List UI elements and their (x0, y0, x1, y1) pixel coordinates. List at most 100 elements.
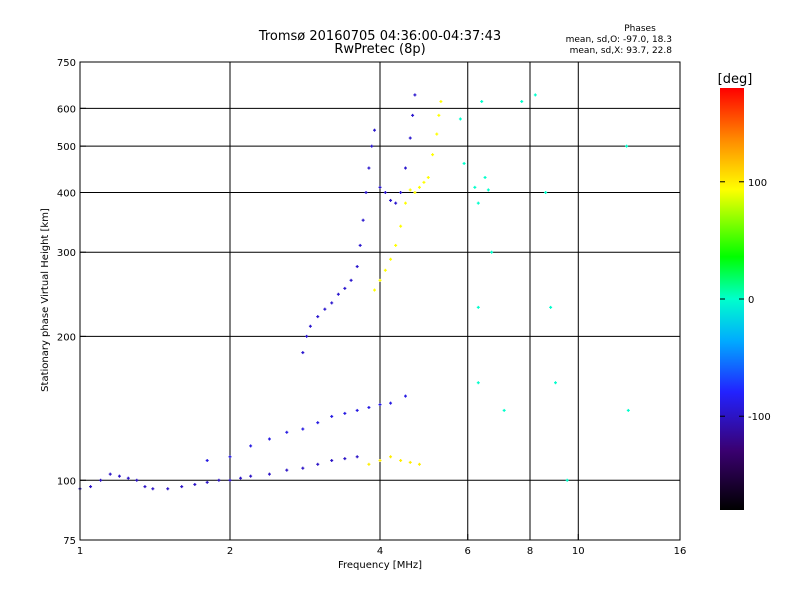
data-point (399, 190, 403, 194)
grid (80, 62, 680, 540)
data-point (367, 462, 371, 466)
colorbar-tick-label: -100 (748, 412, 771, 423)
data-point (239, 476, 243, 480)
data-point (285, 468, 289, 472)
data-point (403, 394, 407, 398)
x-tick-label: 8 (527, 546, 533, 557)
data-point (413, 190, 417, 194)
data-point (355, 265, 359, 269)
y-tick-label: 300 (57, 248, 76, 259)
data-point (355, 455, 359, 459)
data-point (135, 478, 139, 482)
axes: 1 2 4 6 8 10 16 75 100 200 300 400 500 600 750 (57, 58, 686, 557)
data-point (437, 113, 441, 117)
data-point (417, 185, 421, 189)
data-point (316, 462, 320, 466)
stats-heading: Phases (624, 24, 656, 34)
data-point (378, 278, 382, 282)
data-point (166, 487, 170, 491)
y-tick-label: 500 (57, 142, 76, 153)
data-point (316, 421, 320, 425)
y-tick-label: 750 (57, 58, 76, 69)
data-point (462, 161, 466, 165)
data-point (439, 100, 443, 104)
y-axis-label: Stationary phase Virtual Height [km] (40, 208, 51, 392)
data-point (301, 351, 305, 355)
data-point (431, 153, 435, 157)
data-point (285, 430, 289, 434)
data-point (228, 478, 232, 482)
data-point (228, 455, 232, 459)
data-point (367, 166, 371, 170)
x-tick-label: 4 (377, 546, 383, 557)
data-point (343, 411, 347, 415)
data-point (480, 100, 484, 104)
data-point (476, 381, 480, 385)
data-point (343, 457, 347, 461)
data-point (249, 444, 253, 448)
y-tick-label: 200 (57, 332, 76, 343)
x-tick-label: 6 (465, 546, 471, 557)
data-point (267, 472, 271, 476)
data-point (355, 408, 359, 412)
data-point (249, 474, 253, 478)
data-point (435, 132, 439, 136)
data-point (323, 307, 327, 311)
data-point (378, 458, 382, 462)
data-point (626, 408, 630, 412)
data-point (426, 175, 430, 179)
data-point (108, 472, 112, 476)
data-point (383, 268, 387, 272)
data-point (378, 185, 382, 189)
data-point (408, 460, 412, 464)
data-point (476, 305, 480, 309)
x-tick-label: 16 (674, 546, 687, 557)
data-point (389, 455, 393, 459)
data-point (544, 190, 548, 194)
colorbar-tick-label: 100 (748, 178, 767, 189)
data-point (316, 315, 320, 319)
data-point (301, 427, 305, 431)
data-point (394, 243, 398, 247)
stats-o-mode: mean, sd,O: -97.0, 18.3 (566, 35, 672, 45)
data-point (126, 476, 130, 480)
data-point (305, 334, 309, 338)
data-point (383, 190, 387, 194)
data-point (367, 405, 371, 409)
colorbar-label: [deg] (718, 72, 753, 87)
data-point (399, 224, 403, 228)
data-point (205, 458, 209, 462)
data-point (361, 218, 365, 222)
data-point (373, 288, 377, 292)
data-point (364, 190, 368, 194)
data-point (625, 144, 629, 148)
data-point (373, 128, 377, 132)
data-point (408, 188, 412, 192)
data-point (403, 166, 407, 170)
x-axis-label: Frequency [MHz] (338, 560, 422, 571)
data-point (217, 478, 221, 482)
data-point (486, 188, 490, 192)
data-point (301, 466, 305, 470)
data-point (458, 117, 462, 121)
data-point (370, 144, 374, 148)
data-point (193, 482, 197, 486)
data-point (413, 93, 417, 97)
y-tick-label: 100 (57, 476, 76, 487)
data-point (205, 480, 209, 484)
y-tick-label: 600 (57, 104, 76, 115)
data-point (533, 93, 537, 97)
data-point (378, 403, 382, 407)
data-point (330, 301, 334, 305)
colorbar-tick-label: 0 (748, 295, 754, 306)
y-tick-label: 400 (57, 188, 76, 199)
chart-subtitle: RwPretec (8p) (334, 42, 425, 57)
data-point (389, 401, 393, 405)
data-point (267, 437, 271, 441)
data-point (483, 175, 487, 179)
x-tick-label: 10 (572, 546, 585, 557)
data-point (399, 458, 403, 462)
data-point (549, 305, 553, 309)
data-point (349, 278, 353, 282)
